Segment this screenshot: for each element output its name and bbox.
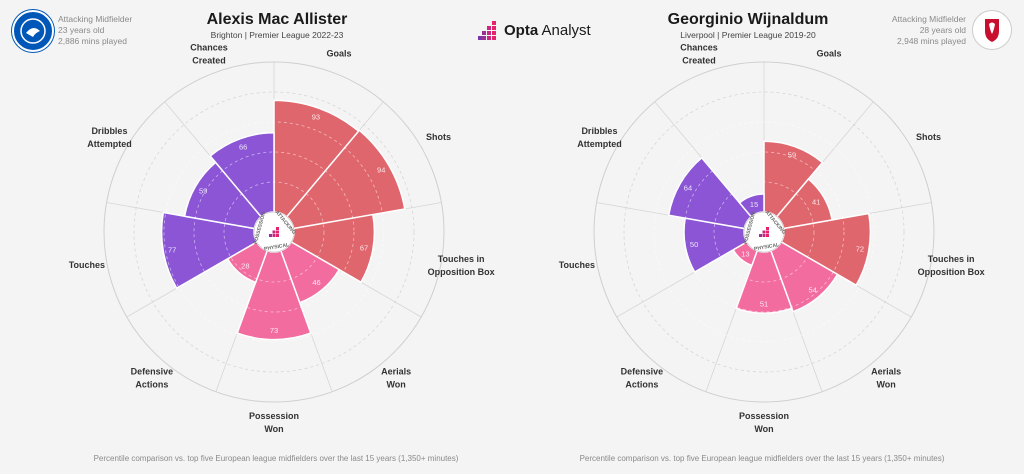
logo-bold: Opta: [504, 21, 539, 39]
grid-ring-max: [623, 91, 905, 373]
left-player-name: Alexis Mac Allister: [206, 11, 348, 28]
left-player-info: Attacking Midfielder 23 years old 2,886 …: [58, 14, 132, 47]
grid-ring: [713, 181, 815, 283]
category-label-goals: Goals: [326, 48, 351, 58]
category-label-touches: Touches: [559, 260, 595, 270]
grid-ring: [193, 151, 355, 313]
category-label-aerials-won: Aerials Won: [381, 367, 411, 390]
value-label-goals: 59: [788, 151, 796, 160]
opta-logo-icon: [478, 21, 496, 40]
value-label-touches: 77: [168, 245, 176, 254]
right-position: Attacking Midfielder: [891, 14, 966, 24]
grid-ring: [163, 121, 385, 343]
category-label-aerials-won: Aerials Won: [871, 367, 901, 390]
grid-ring: [683, 151, 845, 313]
category-label-dribbles-attempted: Dribbles Attempted: [87, 126, 132, 149]
right-player-info: Attacking Midfielder 28 years old 2,948 …: [892, 14, 966, 47]
value-label-aerials-won: 54: [809, 286, 817, 295]
right-footnote: Percentile comparison vs. top five Europ…: [579, 454, 945, 463]
value-label-goals: 93: [312, 112, 320, 121]
category-label-defensive-actions: Defensive Actions: [131, 367, 174, 390]
value-label-dribbles-attempted: 59: [199, 187, 207, 196]
value-label-touches: 50: [690, 240, 698, 249]
value-label-defensive-actions: 28: [241, 262, 249, 271]
left-position: Attacking Midfielder: [58, 14, 133, 24]
category-label-goals: Goals: [816, 48, 841, 58]
value-label-possession-won: 73: [270, 326, 278, 335]
value-label-touches-in-opposition-box: 72: [856, 244, 864, 253]
value-label-touches-in-opposition-box: 67: [360, 243, 368, 252]
value-label-aerials-won: 46: [312, 278, 320, 287]
logo-light: Analyst: [538, 21, 591, 39]
brighton-crest-icon: [12, 10, 54, 52]
opta-analyst-logo: Opta Analyst: [478, 18, 591, 42]
hub-label-physical: PHYSICAL: [264, 242, 290, 252]
hub-logo-icon: [269, 227, 279, 237]
left-age: 23 years old: [58, 25, 105, 35]
value-label-chances-created: 15: [750, 200, 758, 209]
category-label-shots: Shots: [916, 132, 941, 142]
value-label-shots: 41: [812, 197, 820, 206]
category-label-possession-won: Possession Won: [249, 411, 299, 434]
hub-logo-icon: [759, 227, 769, 237]
category-label-dribbles-attempted: Dribbles Attempted: [577, 126, 622, 149]
left-footnote: Percentile comparison vs. top five Europ…: [93, 454, 459, 463]
category-label-touches: Touches: [69, 260, 105, 270]
category-label-shots: Shots: [426, 132, 451, 142]
value-label-shots: 94: [377, 166, 385, 175]
category-label-touches-in-opposition-box: Touches in Opposition Box: [428, 254, 495, 277]
value-label-defensive-actions: 13: [741, 250, 749, 259]
grid-ring: [223, 181, 325, 283]
category-label-possession-won: Possession Won: [739, 411, 789, 434]
right-minutes: 2,948 mins played: [897, 36, 966, 46]
right-player-subtitle: Liverpool | Premier League 2019-20: [680, 30, 816, 40]
wedge-dribbles-attempted: [667, 156, 753, 230]
category-label-chances-created: Chances Created: [680, 42, 718, 65]
left-player-subtitle: Brighton | Premier League 2022-23: [210, 30, 344, 40]
right-age: 28 years old: [919, 25, 966, 35]
category-label-touches-in-opposition-box: Touches in Opposition Box: [918, 254, 985, 277]
grid-ring-max: [133, 91, 415, 373]
value-label-dribbles-attempted: 64: [684, 184, 692, 193]
liverpool-crest-icon: [972, 10, 1012, 50]
grid-ring: [653, 121, 875, 343]
right-player-name: Georginio Wijnaldum: [667, 11, 829, 28]
category-label-chances-created: Chances Created: [190, 42, 228, 65]
category-label-defensive-actions: Defensive Actions: [621, 367, 664, 390]
left-minutes: 2,886 mins played: [58, 36, 127, 46]
hub-label-physical: PHYSICAL: [754, 242, 780, 252]
value-label-possession-won: 51: [760, 300, 768, 309]
value-label-chances-created: 66: [239, 143, 247, 152]
